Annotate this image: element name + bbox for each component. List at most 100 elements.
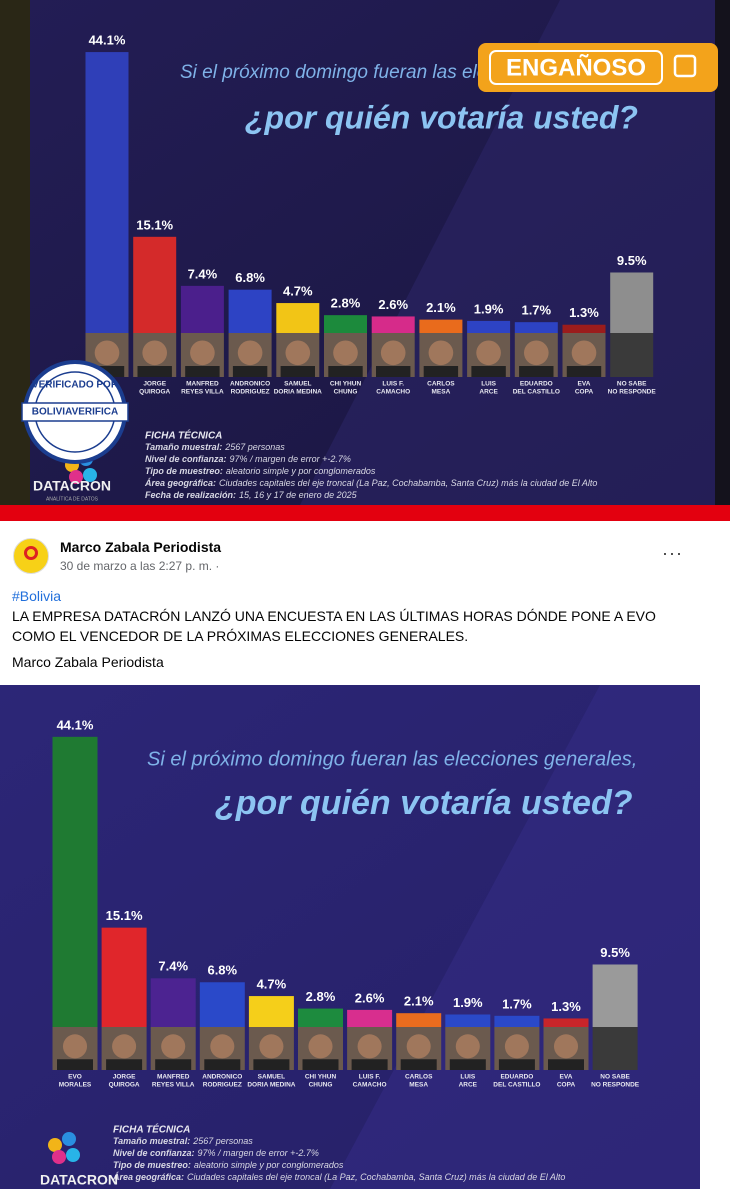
face <box>112 1034 137 1059</box>
bar <box>228 289 272 333</box>
value-label: 2.6% <box>378 297 408 312</box>
value-label: 15.1% <box>106 908 143 923</box>
face <box>406 1034 431 1059</box>
ficha-label: Tamaño muestral: <box>113 1136 190 1146</box>
category-label: EDUARDO <box>520 381 553 388</box>
value-label: 7.4% <box>158 959 188 974</box>
brand: DATACRON <box>33 478 111 494</box>
logo-dot <box>48 1138 62 1152</box>
face <box>504 1034 529 1059</box>
avatar[interactable] <box>13 538 49 574</box>
face <box>523 340 549 366</box>
category-label: NO RESPONDE <box>608 389 657 396</box>
category-label: NO SABE <box>600 1074 630 1081</box>
logo-dot <box>83 468 97 482</box>
category-label: QUIROGA <box>109 1082 140 1089</box>
value-label: 4.7% <box>257 977 287 992</box>
right-strip <box>715 0 730 505</box>
value-label: 6.8% <box>235 270 265 285</box>
shoulders <box>204 1059 241 1070</box>
menu[interactable]: ··· <box>662 543 683 563</box>
bar <box>514 322 558 333</box>
category-label: ANDRONICO <box>230 381 270 388</box>
chart-title: ¿por quién votaría usted? <box>245 99 638 135</box>
shoulders <box>328 366 363 377</box>
value-label: 44.1% <box>57 717 94 732</box>
ficha-line: Tipo de muestreo: aleatorio simple y por … <box>145 466 376 476</box>
shoulders <box>253 1059 290 1070</box>
bar <box>445 1014 491 1027</box>
bar <box>52 736 98 1027</box>
timestamp[interactable]: 30 de marzo a las 2:27 p. m. · <box>60 559 220 573</box>
category-label: DORIA MEDINA <box>247 1082 295 1089</box>
category-label: MESA <box>432 389 451 396</box>
value-label: 15.1% <box>136 217 173 232</box>
value-label: 4.7% <box>283 283 313 298</box>
value-label: 2.1% <box>426 300 456 315</box>
category-label: NO RESPONDE <box>591 1082 640 1089</box>
shoulders <box>155 1059 192 1070</box>
category-label: DORIA MEDINA <box>274 389 322 396</box>
shoulders <box>106 1059 143 1070</box>
author[interactable]: Marco Zabala Periodista <box>60 539 222 555</box>
ficha-line: Área geográfica: Ciudades capitales del e… <box>144 478 597 488</box>
category-label: LUIS F. <box>382 381 404 388</box>
chart-title: ¿por quién votaría usted? <box>215 784 633 822</box>
ficha-line: Fecha de realización: 15, 16 y 17 de ener… <box>145 490 358 500</box>
face <box>333 340 358 366</box>
ficha-label: Tamaño muestral: <box>145 442 222 452</box>
category-label: REYES VILLA <box>181 389 224 396</box>
badge-inner <box>489 50 663 85</box>
separator <box>0 505 730 521</box>
category-label: EDUARDO <box>500 1074 533 1081</box>
bar <box>562 324 606 333</box>
ficha-label: Tipo de muestreo: <box>113 1160 191 1170</box>
bar <box>543 1018 589 1027</box>
category-label: CARLOS <box>427 381 455 388</box>
value-label: 9.5% <box>617 253 647 268</box>
face <box>142 340 168 366</box>
bar <box>180 285 224 333</box>
value-label: 1.9% <box>474 301 504 316</box>
signature: Marco Zabala Periodista <box>12 654 164 670</box>
bar <box>396 1013 442 1027</box>
logo-dot <box>69 470 83 484</box>
category-label: COPA <box>557 1082 576 1089</box>
category-label: NO SABE <box>617 381 647 388</box>
value-label: 44.1% <box>89 33 126 48</box>
bar <box>494 1015 540 1027</box>
face <box>428 340 454 366</box>
value-label: 7.4% <box>188 266 218 281</box>
badge-icon <box>673 54 697 78</box>
value-label: 1.3% <box>551 999 581 1014</box>
ficha-text: 2567 personas <box>192 1136 253 1146</box>
category-label: RODRIGUEZ <box>203 1082 242 1089</box>
shoulders <box>423 366 459 377</box>
ficha-line: Nivel de confianza: 97% / margen de error… <box>145 454 351 464</box>
value-label: 9.5% <box>600 945 630 960</box>
value-label: 1.3% <box>569 305 599 320</box>
logo-dot <box>52 1150 66 1164</box>
category-label: CHUNG <box>309 1082 333 1089</box>
shoulders <box>471 366 506 377</box>
bar <box>324 315 367 333</box>
post: Marco Zabala Periodista 30 de marzo a la… <box>0 521 730 685</box>
chart-image: Si el próximo domingo fueran las eleccio… <box>0 685 700 1189</box>
hashtag[interactable]: #Bolivia <box>12 588 62 604</box>
shoulders <box>566 366 602 377</box>
candidate-photo <box>592 1027 638 1070</box>
chart-subtitle: Si el próximo domingo fueran las eleccio… <box>147 748 637 770</box>
candidate-photo <box>610 333 654 377</box>
bar <box>610 272 654 333</box>
ficha-label: Área geográfica: <box>144 478 216 488</box>
ficha-heading: FICHA TÉCNICA <box>145 429 222 442</box>
shoulders <box>280 366 315 377</box>
ficha-heading: FICHA TÉCNICA <box>113 1123 190 1136</box>
ficha-label: Fecha de realización: <box>145 490 236 500</box>
category-label: DEL CASTILLO <box>493 1082 540 1089</box>
category-label: CHI YHUN <box>330 381 362 388</box>
ficha-label: Nivel de confianza: <box>113 1148 195 1158</box>
shoulders <box>376 366 411 377</box>
brand-tagline: ANALÍTICA DE DATOS <box>46 495 99 502</box>
category-label: SAMUEL <box>284 381 311 388</box>
